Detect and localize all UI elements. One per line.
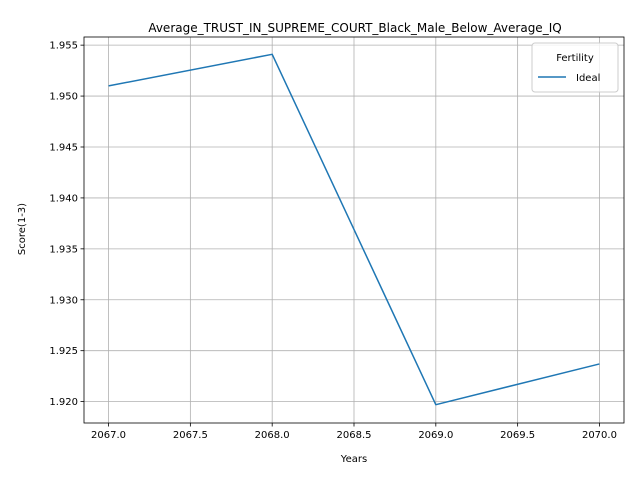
- legend-label-ideal: Ideal: [576, 73, 600, 84]
- x-tick-label: 2069.5: [500, 430, 535, 441]
- legend-title: Fertility: [556, 53, 594, 64]
- y-axis-label: Score(1-3): [17, 203, 28, 255]
- x-tick-label: 2070.0: [582, 430, 617, 441]
- x-tick-label: 2067.5: [173, 430, 208, 441]
- x-axis-label: Years: [340, 454, 367, 465]
- y-tick-label: 1.935: [49, 244, 78, 255]
- x-tick-label: 2068.0: [255, 430, 290, 441]
- x-tick-label: 2067.0: [91, 430, 126, 441]
- legend-box: [532, 43, 618, 92]
- y-tick-label: 1.920: [49, 397, 78, 408]
- chart-title: Average_TRUST_IN_SUPREME_COURT_Black_Mal…: [148, 21, 561, 35]
- y-tick-label: 1.945: [49, 142, 78, 153]
- legend: Fertility Ideal: [532, 43, 618, 92]
- y-tick-label: 1.940: [49, 193, 78, 204]
- y-tick-label: 1.925: [49, 346, 78, 357]
- x-tick-label: 2068.5: [337, 430, 372, 441]
- x-tick-label: 2069.0: [418, 430, 453, 441]
- y-tick-label: 1.930: [49, 295, 78, 306]
- y-tick-label: 1.955: [49, 41, 78, 52]
- y-tick-label: 1.950: [49, 92, 78, 103]
